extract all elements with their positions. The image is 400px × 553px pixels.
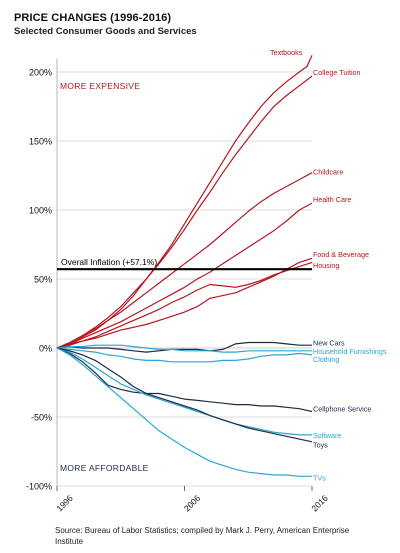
- series-line-household-furnishings: [56, 344, 312, 353]
- x-tick-label: 2006: [182, 493, 203, 514]
- series-line-textbooks: [56, 55, 313, 349]
- series-line-toys: [56, 347, 313, 443]
- series-label-cellphone-service: Cellphone Service: [313, 405, 371, 414]
- series-label-tvs: TVs: [313, 474, 326, 483]
- inflation-label: Overall Inflation (+57.1%): [61, 257, 157, 267]
- series-label-software: Software: [313, 431, 341, 440]
- series-label-housing: Housing: [313, 261, 339, 270]
- series-label-new-cars: New Cars: [313, 338, 345, 347]
- series-labels: Textbooks College Tuition Childcare Health …: [270, 48, 387, 483]
- source-note: Source: Bureau of Labor Statistics; comp…: [55, 526, 350, 546]
- y-tick-label: 100%: [29, 206, 52, 216]
- x-tick-label: 1996: [54, 493, 75, 514]
- y-axis: 200% 150% 100% 50% 0% -50% -100%: [26, 68, 52, 492]
- y-tick-label: -100%: [26, 482, 52, 492]
- series-line-housing: [56, 261, 313, 349]
- y-tick-label: 0%: [39, 344, 52, 354]
- y-tick-label: 150%: [29, 137, 52, 147]
- inflation-line: Overall Inflation (+57.1%): [57, 257, 312, 271]
- series: [56, 55, 313, 477]
- series-line-new-cars: [56, 341, 312, 353]
- series-line-tvs: [56, 347, 312, 477]
- x-tick-label: 2016: [309, 493, 330, 514]
- series-label-health-care: Health Care: [313, 195, 351, 204]
- series-label-food-beverage: Food & Beverage: [313, 250, 369, 259]
- more-affordable-label: MORE AFFORDABLE: [60, 463, 149, 473]
- series-line-cellphone-service: [56, 347, 313, 413]
- series-label-childcare: Childcare: [313, 167, 343, 176]
- x-axis: 1996 2006 2016: [54, 486, 330, 513]
- y-tick-label: 200%: [29, 68, 52, 78]
- series-line-clothing: [56, 347, 313, 363]
- chart-subtitle: Selected Consumer Goods and Services: [14, 26, 197, 37]
- series-label-toys: Toys: [313, 441, 328, 450]
- series-line-food-beverage: [56, 257, 313, 349]
- series-line-software: [56, 347, 312, 436]
- series-label-college-tuition: College Tuition: [313, 68, 361, 77]
- y-tick-label: 50%: [34, 275, 52, 285]
- grid: [56, 58, 312, 487]
- series-label-household-furnishings: Household Furnishings: [313, 347, 387, 356]
- chart-title: PRICE CHANGES (1996-2016): [14, 12, 172, 24]
- annotations: MORE EXPENSIVE MORE AFFORDABLE: [60, 81, 149, 473]
- more-expensive-label: MORE EXPENSIVE: [60, 81, 140, 91]
- series-label-textbooks: Textbooks: [270, 48, 303, 57]
- series-line-childcare: [56, 172, 313, 349]
- y-tick-label: -50%: [31, 413, 52, 423]
- series-label-clothing: Clothing: [313, 355, 339, 364]
- series-line-college-tuition: [56, 75, 313, 349]
- series-line-health-care: [56, 202, 313, 349]
